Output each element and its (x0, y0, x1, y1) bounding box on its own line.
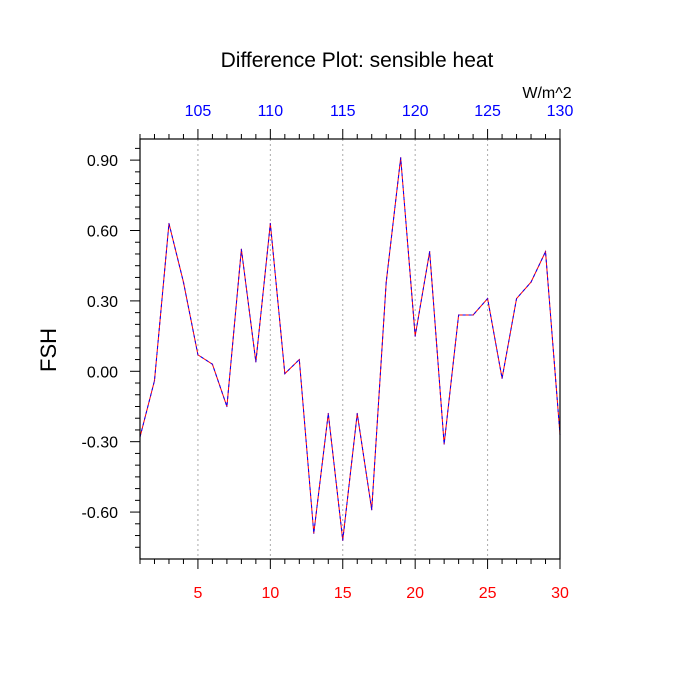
x-tick-label-top-120: 120 (402, 103, 429, 120)
data-point-21 (429, 251, 431, 253)
data-point-9 (255, 361, 257, 363)
y-tick-label-4: 0.60 (87, 224, 118, 241)
x-tick-label-top-125: 125 (474, 103, 501, 120)
data-point-23 (458, 314, 460, 316)
data-point-3 (168, 222, 170, 225)
x-tick-label-bottom-5: 5 (193, 585, 202, 602)
y-tick-label-3: 0.30 (87, 294, 118, 311)
plot-frame (139, 138, 561, 560)
data-point-24 (472, 314, 474, 316)
data-point-25 (486, 297, 489, 300)
x-tick-label-bottom-15: 15 (334, 585, 352, 602)
chart-title: Difference Plot: sensible heat (221, 49, 494, 72)
data-point-20 (414, 335, 416, 337)
y-axis-label: FSH (36, 328, 61, 372)
data-point-8 (240, 248, 242, 250)
data-line-red (139, 157, 561, 541)
data-point-26 (501, 377, 503, 379)
plot-layer: 5 10 15 20 25 30 105 110 115 120 125 130 -0.60 -0.30 0… (82, 103, 574, 602)
data-point-10 (269, 222, 271, 225)
data-point-7 (226, 405, 228, 408)
units-label: W/m^2 (522, 85, 571, 102)
data-point-22 (443, 443, 445, 445)
data-point-14 (327, 412, 329, 415)
data-point-13 (313, 532, 315, 534)
data-point-18 (385, 281, 387, 283)
data-point-27 (515, 297, 518, 300)
data-point-4 (182, 281, 185, 283)
y-tick-label-1: -0.30 (82, 435, 119, 452)
data-point-15 (342, 539, 344, 541)
x-tick-label-bottom-20: 20 (406, 585, 424, 602)
data-point-19 (400, 157, 402, 159)
data-point-16 (356, 412, 358, 415)
data-point-17 (371, 509, 373, 511)
x-tick-label-bottom-30: 30 (551, 585, 569, 602)
y-tick-label-2: 0.00 (87, 364, 118, 381)
x-tick-label-top-105: 105 (185, 103, 212, 120)
data-point-12 (298, 358, 300, 361)
x-tick-label-top-110: 110 (258, 103, 284, 120)
data-point-6 (211, 363, 214, 365)
data-point-11 (284, 373, 286, 375)
y-tick-label-5: 0.90 (87, 153, 118, 170)
x-tick-label-bottom-10: 10 (261, 585, 279, 602)
data-point-2 (153, 380, 156, 382)
x-tick-label-top-115: 115 (330, 103, 356, 120)
x-tick-label-bottom-25: 25 (479, 585, 497, 602)
data-point-5 (197, 354, 199, 356)
data-point-28 (530, 281, 532, 283)
data-point-29 (544, 251, 547, 253)
x-tick-label-top-130: 130 (547, 103, 574, 120)
y-tick-label-0: -0.60 (82, 505, 119, 522)
